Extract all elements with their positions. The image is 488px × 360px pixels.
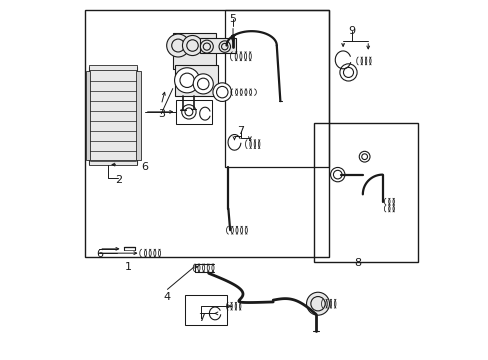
Bar xyxy=(224,10,328,167)
Circle shape xyxy=(182,36,202,55)
Text: 5: 5 xyxy=(229,14,236,24)
Bar xyxy=(85,10,328,257)
Text: 8: 8 xyxy=(353,258,360,268)
Bar xyxy=(136,71,141,160)
Bar xyxy=(86,71,90,160)
Text: 2: 2 xyxy=(115,175,122,185)
Text: 6: 6 xyxy=(141,162,148,172)
Bar xyxy=(185,295,226,325)
Circle shape xyxy=(306,292,329,315)
Text: 3: 3 xyxy=(158,109,164,119)
Circle shape xyxy=(212,83,231,102)
Circle shape xyxy=(166,34,189,57)
Text: 1: 1 xyxy=(124,262,131,272)
Bar xyxy=(88,65,137,69)
Bar xyxy=(199,39,235,53)
Circle shape xyxy=(193,74,213,94)
Bar xyxy=(314,123,418,262)
Bar xyxy=(176,100,212,125)
Bar xyxy=(88,67,137,164)
Bar xyxy=(174,65,217,96)
Text: 7: 7 xyxy=(237,126,244,135)
Text: 6: 6 xyxy=(96,248,102,258)
Text: 7: 7 xyxy=(198,313,204,323)
Text: 4: 4 xyxy=(163,292,171,302)
Bar xyxy=(88,160,137,165)
Bar xyxy=(172,33,215,69)
Circle shape xyxy=(174,68,199,93)
Text: 9: 9 xyxy=(348,26,355,36)
Circle shape xyxy=(219,41,230,52)
Circle shape xyxy=(200,40,213,53)
